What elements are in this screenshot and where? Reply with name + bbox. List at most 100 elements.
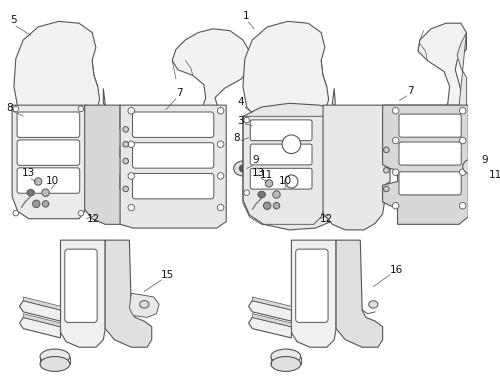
Ellipse shape [384, 147, 389, 152]
Ellipse shape [271, 357, 300, 371]
Text: 5: 5 [10, 15, 17, 25]
Ellipse shape [27, 190, 34, 196]
Text: 8: 8 [6, 103, 13, 113]
FancyBboxPatch shape [17, 168, 80, 193]
Ellipse shape [368, 301, 378, 308]
Polygon shape [105, 240, 152, 347]
Ellipse shape [34, 178, 42, 185]
Ellipse shape [392, 202, 399, 209]
Ellipse shape [40, 357, 70, 371]
Ellipse shape [218, 141, 224, 147]
Ellipse shape [244, 117, 250, 123]
FancyBboxPatch shape [250, 120, 312, 141]
Ellipse shape [123, 158, 128, 164]
Text: 9: 9 [482, 155, 488, 165]
Ellipse shape [480, 171, 490, 181]
Ellipse shape [384, 168, 389, 173]
Ellipse shape [240, 165, 246, 172]
Ellipse shape [266, 179, 273, 187]
Ellipse shape [128, 173, 134, 179]
Ellipse shape [490, 164, 498, 173]
Ellipse shape [234, 161, 252, 176]
FancyBboxPatch shape [132, 112, 214, 137]
Text: 12: 12 [320, 213, 332, 223]
Ellipse shape [78, 210, 84, 216]
Polygon shape [252, 314, 292, 327]
Text: 11: 11 [489, 170, 500, 180]
FancyBboxPatch shape [250, 144, 312, 165]
Text: 15: 15 [161, 270, 174, 280]
Polygon shape [382, 105, 468, 224]
Ellipse shape [258, 191, 266, 198]
Ellipse shape [42, 189, 50, 196]
Ellipse shape [392, 137, 399, 144]
Polygon shape [323, 105, 459, 230]
Ellipse shape [264, 202, 271, 210]
Text: 7: 7 [407, 86, 414, 96]
Ellipse shape [248, 156, 256, 163]
Polygon shape [60, 240, 105, 347]
Ellipse shape [252, 173, 260, 183]
Ellipse shape [123, 186, 128, 192]
Polygon shape [104, 29, 251, 163]
Ellipse shape [487, 156, 494, 163]
Text: 1: 1 [243, 12, 250, 22]
Ellipse shape [273, 191, 280, 198]
Polygon shape [336, 240, 382, 347]
Ellipse shape [140, 301, 149, 308]
Ellipse shape [13, 210, 18, 216]
Ellipse shape [460, 107, 466, 114]
FancyBboxPatch shape [399, 114, 461, 137]
Polygon shape [20, 301, 60, 321]
FancyBboxPatch shape [250, 168, 312, 189]
Ellipse shape [273, 202, 280, 209]
Polygon shape [455, 32, 466, 144]
Text: 12: 12 [86, 213, 100, 223]
Text: 10: 10 [278, 176, 291, 186]
Ellipse shape [123, 141, 128, 147]
Ellipse shape [42, 201, 49, 207]
FancyBboxPatch shape [132, 173, 214, 199]
Ellipse shape [78, 106, 84, 112]
Polygon shape [14, 21, 100, 125]
Ellipse shape [258, 157, 266, 165]
Polygon shape [243, 21, 328, 125]
Ellipse shape [218, 107, 224, 114]
Text: 7: 7 [176, 88, 182, 98]
Ellipse shape [392, 107, 399, 114]
Polygon shape [24, 297, 60, 310]
Text: 16: 16 [390, 265, 404, 275]
Polygon shape [292, 240, 336, 347]
Polygon shape [130, 293, 159, 317]
Ellipse shape [40, 349, 70, 364]
FancyBboxPatch shape [296, 249, 328, 322]
Polygon shape [12, 105, 86, 219]
Text: 4: 4 [238, 97, 244, 107]
Polygon shape [248, 301, 292, 321]
Text: 13: 13 [22, 168, 35, 178]
Ellipse shape [32, 200, 40, 208]
Ellipse shape [460, 169, 466, 176]
Ellipse shape [261, 166, 270, 174]
Ellipse shape [460, 137, 466, 144]
Ellipse shape [218, 204, 224, 211]
Polygon shape [332, 23, 466, 154]
Polygon shape [120, 105, 226, 228]
Ellipse shape [462, 159, 481, 174]
Ellipse shape [13, 106, 18, 112]
Text: 10: 10 [46, 176, 59, 186]
Polygon shape [24, 314, 60, 327]
Ellipse shape [392, 169, 399, 176]
Ellipse shape [285, 175, 298, 188]
Ellipse shape [460, 202, 466, 209]
Polygon shape [84, 105, 128, 224]
FancyBboxPatch shape [17, 140, 80, 165]
FancyBboxPatch shape [17, 112, 80, 137]
Ellipse shape [128, 141, 134, 147]
Polygon shape [252, 297, 292, 310]
Polygon shape [248, 317, 292, 338]
Ellipse shape [271, 349, 300, 364]
FancyBboxPatch shape [65, 249, 97, 322]
FancyBboxPatch shape [399, 142, 461, 165]
Polygon shape [243, 103, 344, 230]
